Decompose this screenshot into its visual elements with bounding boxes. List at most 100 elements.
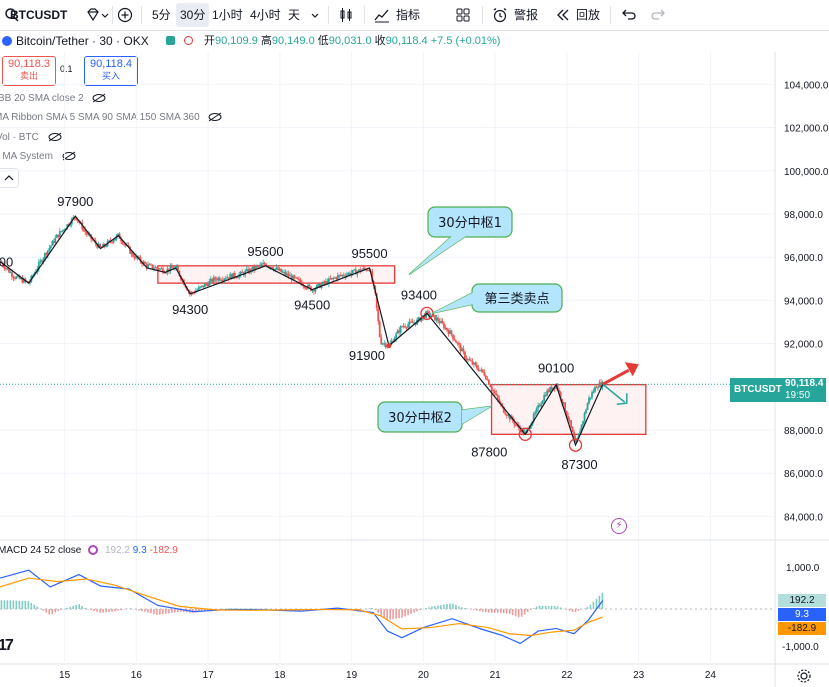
macd-histogram-bar (162, 609, 164, 615)
lightning-icon[interactable]: ⚡ (611, 518, 627, 534)
timeframe-30m[interactable]: 30分 (176, 3, 210, 27)
candle-body (157, 268, 160, 270)
candle-body (332, 277, 335, 279)
low-value: 90,031.0 (328, 35, 372, 47)
candle-body (327, 278, 330, 284)
eye-hidden-icon[interactable] (92, 93, 106, 103)
change-value: +7.5 (+0.01%) (430, 35, 501, 47)
alarm-clock-icon[interactable] (492, 7, 508, 23)
macd-histogram-bar (281, 609, 284, 610)
timeframe-day[interactable]: 天 (288, 8, 301, 22)
eye-hidden-icon[interactable] (208, 112, 222, 122)
candle-body (257, 266, 260, 268)
candle-body (420, 317, 423, 322)
callout-pivot-2-tail-fill (462, 406, 492, 424)
macd-histogram-bar (248, 608, 251, 609)
x-tick-label: 21 (490, 670, 502, 681)
sell-button[interactable]: 90,118.3 卖出 (2, 56, 56, 86)
candle-body (507, 414, 510, 416)
macd-histogram-bar (93, 609, 95, 611)
macd-histogram-bar (75, 604, 77, 609)
candle-body (514, 424, 517, 426)
candle-body (72, 217, 75, 219)
buy-button[interactable]: 90,118.4 买入 (84, 56, 138, 86)
undo-icon[interactable] (620, 7, 636, 23)
candle-body (138, 257, 140, 259)
replay-button[interactable]: 回放 (576, 8, 601, 22)
indicators-button[interactable]: 指标 (396, 8, 421, 22)
chevron-down-icon[interactable] (310, 7, 320, 23)
candle-body (345, 274, 348, 277)
macd-histogram-bar (272, 609, 275, 610)
macd-histogram-bar (553, 605, 556, 609)
redo-icon[interactable] (651, 7, 667, 23)
macd-histogram-bar (81, 605, 83, 609)
collapse-legend-button[interactable] (0, 168, 19, 188)
gear-icon[interactable] (796, 668, 812, 684)
candle-body (336, 275, 339, 280)
candle-body (426, 311, 429, 313)
candle-body (535, 408, 538, 413)
macd-histogram-bar (117, 609, 119, 611)
alert-button[interactable]: 警报 (514, 8, 539, 22)
candle-body (461, 348, 463, 352)
macd-histogram-bar (401, 609, 403, 618)
indicator-ma-ribbon[interactable]: MA Ribbon SMA 5 SMA 90 SMA 150 SMA 360 (0, 111, 222, 125)
candle-body (446, 327, 448, 331)
chevron-down-icon[interactable] (100, 7, 110, 23)
tv-logo-icon[interactable]: 17 (0, 637, 14, 654)
macd-histogram-bar (359, 609, 362, 610)
add-symbol-icon[interactable] (117, 7, 133, 23)
diamond-icon[interactable] (85, 7, 101, 23)
candle-body (40, 260, 43, 263)
candle-body (254, 266, 257, 270)
candles-icon[interactable] (338, 7, 354, 23)
x-tick-label: 24 (705, 670, 717, 681)
candle-body (474, 362, 477, 365)
symbol-search-button[interactable]: BTCUSDT (10, 8, 68, 22)
layout-grid-icon[interactable] (455, 7, 471, 23)
candle-body (278, 268, 281, 271)
eye-hidden-icon[interactable] (48, 132, 62, 142)
chart-title[interactable]: Bitcoin/Tether · 30 · OKX (16, 34, 149, 48)
candle-body (423, 315, 426, 318)
replay-icon[interactable] (555, 7, 571, 23)
search-icon[interactable] (4, 7, 20, 23)
candle-body (478, 370, 481, 372)
indicator-vol[interactable]: Vol · BTC (0, 131, 62, 145)
macd-legend[interactable]: MACD 24 52 close 192.2 9.3 -182.9 (0, 545, 178, 556)
candle-body (51, 241, 54, 246)
candle-body (230, 274, 233, 279)
timeframe-1h[interactable]: 1小时 (212, 8, 243, 22)
timeframe-4h[interactable]: 4小时 (250, 8, 281, 22)
candle-body (411, 321, 414, 324)
macd-histogram-bar (33, 604, 36, 609)
candle-body (250, 268, 253, 272)
candle-body (304, 286, 306, 289)
candle-body (357, 269, 360, 272)
macd-histogram-bar (30, 602, 33, 609)
macd-histogram-bar (254, 608, 257, 609)
pivot-zone-2 (490, 383, 647, 435)
candle-body (8, 268, 10, 273)
macd-histogram-bar (236, 608, 239, 609)
macd-line (0, 569, 604, 645)
candle-body (577, 433, 580, 439)
x-tick-label: 23 (633, 670, 645, 681)
macd-histogram-bar (392, 609, 394, 620)
price-chart[interactable]: 97900 95600 95500 94300 94500 93400 91900 90100… (0, 52, 829, 687)
indicator-bb[interactable]: BB 20 SMA close 2 (0, 92, 106, 106)
timeframe-5m[interactable]: 5分 (152, 8, 171, 22)
macd-histogram-bar (147, 609, 149, 613)
candle-body (169, 266, 172, 272)
macd-histogram-bar (479, 609, 481, 612)
price-label: 94300 (172, 302, 208, 317)
candle-body (61, 229, 64, 232)
candle-body (111, 241, 114, 243)
candle-body (589, 397, 592, 399)
macd-histogram-bar (18, 600, 21, 609)
indicators-icon[interactable] (374, 7, 390, 23)
candle-body (505, 414, 508, 416)
candle-body (441, 320, 444, 324)
candle-body (99, 243, 102, 248)
